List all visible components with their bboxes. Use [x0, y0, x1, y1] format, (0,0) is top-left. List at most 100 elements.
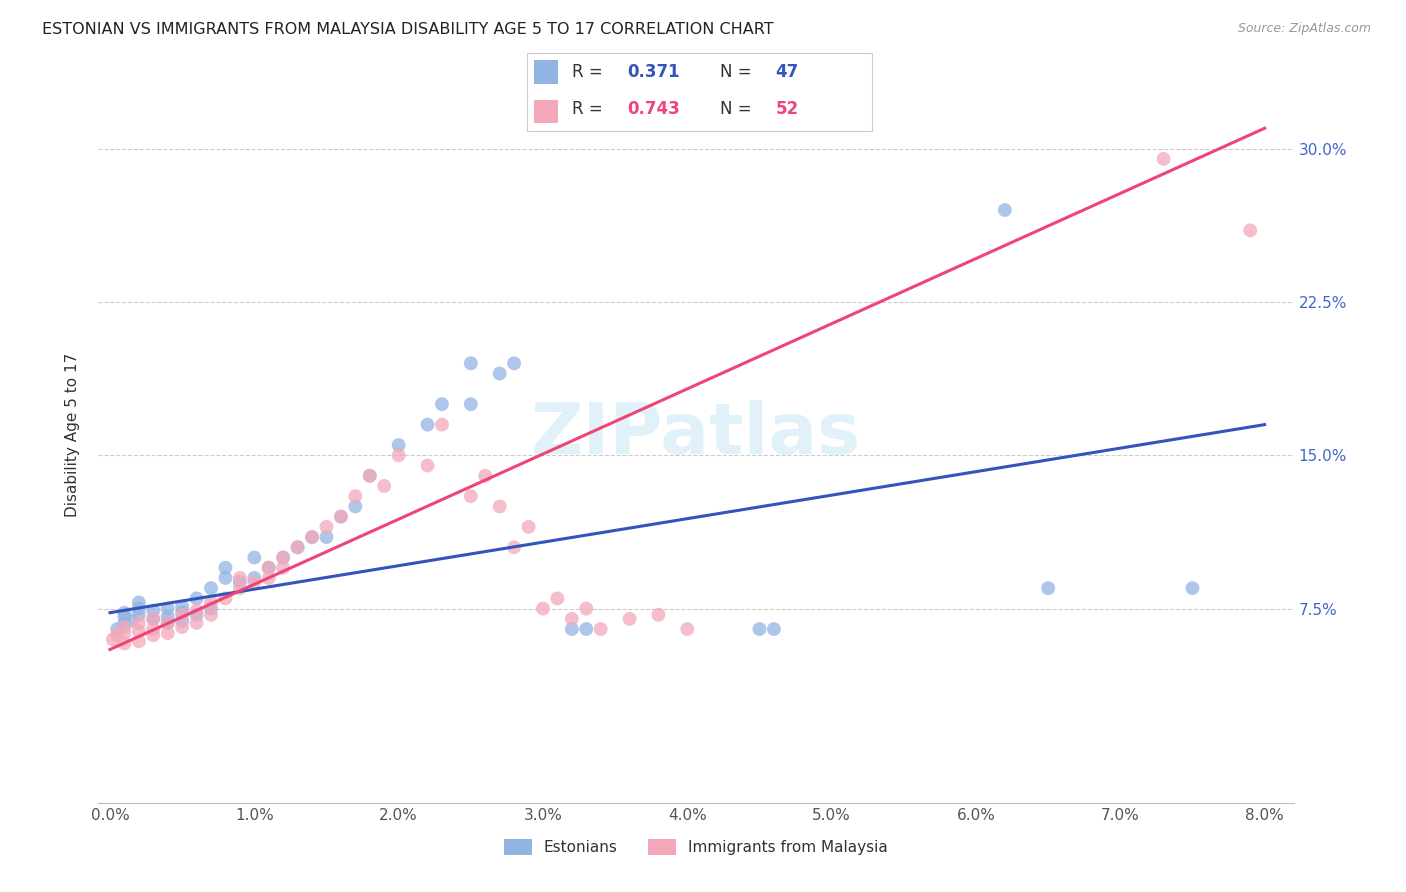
Point: [214, 560, 236, 574]
Point: [112, 609, 135, 624]
Point: [112, 606, 135, 620]
Point: [186, 615, 208, 630]
Point: [388, 438, 411, 452]
Point: [301, 530, 323, 544]
Point: [156, 615, 179, 630]
Point: [243, 575, 266, 590]
Point: [287, 541, 309, 555]
Y-axis label: Disability Age 5 to 17: Disability Age 5 to 17: [65, 352, 80, 517]
Point: [488, 500, 510, 514]
Point: [488, 367, 510, 381]
Point: [359, 468, 381, 483]
Point: [156, 626, 179, 640]
Point: [1036, 581, 1059, 595]
Point: [359, 468, 381, 483]
Point: [128, 607, 150, 622]
Point: [142, 604, 165, 618]
Point: [172, 606, 194, 620]
Point: [474, 468, 496, 483]
Point: [561, 612, 583, 626]
Point: [503, 356, 526, 370]
Text: R =: R =: [572, 63, 607, 81]
Point: [243, 571, 266, 585]
Point: [128, 624, 150, 639]
Point: [329, 509, 352, 524]
Point: [156, 601, 179, 615]
Point: [301, 530, 323, 544]
Point: [257, 560, 280, 574]
Point: [994, 202, 1017, 217]
Point: [186, 604, 208, 618]
Text: N =: N =: [720, 63, 756, 81]
Point: [315, 530, 337, 544]
Point: [112, 620, 135, 634]
Text: 52: 52: [775, 100, 799, 118]
Point: [200, 607, 222, 622]
Point: [105, 622, 128, 636]
Point: [229, 581, 252, 595]
Text: 0.743: 0.743: [627, 100, 681, 118]
Text: N =: N =: [720, 100, 756, 118]
Point: [271, 550, 294, 565]
Point: [142, 622, 165, 636]
Point: [329, 509, 352, 524]
Point: [156, 615, 179, 630]
Point: [344, 500, 367, 514]
Point: [128, 601, 150, 615]
Point: [676, 622, 699, 636]
Text: ESTONIAN VS IMMIGRANTS FROM MALAYSIA DISABILITY AGE 5 TO 17 CORRELATION CHART: ESTONIAN VS IMMIGRANTS FROM MALAYSIA DIS…: [42, 22, 773, 37]
Point: [344, 489, 367, 503]
Point: [575, 601, 598, 615]
Point: [416, 458, 439, 473]
Text: Source: ZipAtlas.com: Source: ZipAtlas.com: [1237, 22, 1371, 36]
Point: [229, 571, 252, 585]
Point: [112, 626, 135, 640]
Point: [105, 628, 128, 642]
Point: [271, 560, 294, 574]
Point: [243, 550, 266, 565]
Point: [186, 607, 208, 622]
Point: [460, 356, 482, 370]
Point: [214, 571, 236, 585]
Point: [112, 615, 135, 630]
Point: [388, 448, 411, 462]
Point: [142, 628, 165, 642]
Point: [121, 614, 143, 628]
Point: [430, 417, 453, 432]
Point: [619, 612, 641, 626]
Point: [531, 601, 554, 615]
Point: [257, 560, 280, 574]
Text: 0.371: 0.371: [627, 63, 679, 81]
Point: [200, 601, 222, 615]
Point: [287, 541, 309, 555]
Point: [460, 489, 482, 503]
Text: R =: R =: [572, 100, 607, 118]
Point: [589, 622, 612, 636]
Point: [315, 520, 337, 534]
Point: [762, 622, 785, 636]
Point: [128, 634, 150, 648]
Point: [128, 595, 150, 609]
Point: [172, 620, 194, 634]
Text: 47: 47: [775, 63, 799, 81]
Legend: Estonians, Immigrants from Malaysia: Estonians, Immigrants from Malaysia: [498, 833, 894, 862]
Point: [546, 591, 568, 606]
Point: [229, 575, 252, 590]
Point: [430, 397, 453, 411]
Point: [561, 622, 583, 636]
Point: [172, 614, 194, 628]
Bar: [534, 61, 558, 84]
Point: [748, 622, 770, 636]
Point: [503, 541, 526, 555]
Point: [1239, 223, 1261, 237]
Point: [373, 479, 395, 493]
Point: [575, 622, 598, 636]
Point: [142, 612, 165, 626]
Point: [186, 591, 208, 606]
Point: [647, 607, 669, 622]
Point: [271, 550, 294, 565]
Bar: [534, 100, 558, 123]
Point: [128, 615, 150, 630]
Point: [1181, 581, 1204, 595]
Point: [101, 632, 124, 647]
